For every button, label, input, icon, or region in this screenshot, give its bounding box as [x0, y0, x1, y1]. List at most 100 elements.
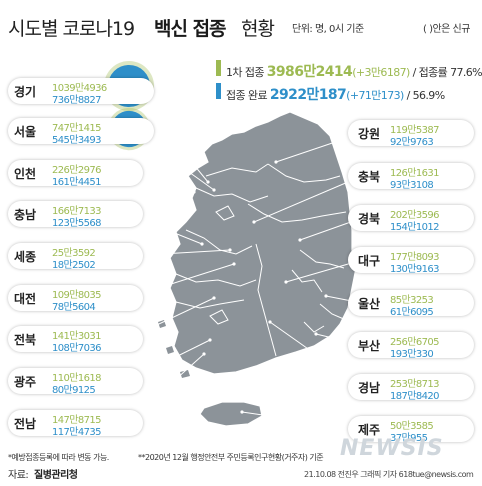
region-complete: 117만4735 — [52, 427, 102, 438]
region-first: 226만2976 — [52, 165, 102, 176]
leader-dot-경북 — [298, 238, 302, 242]
map-mainland — [169, 111, 357, 375]
leader-dot-전남 — [202, 352, 206, 356]
region-label-울산: 울산 85만3253 61만6095 — [348, 290, 474, 318]
region-name: 서울 — [14, 125, 37, 139]
region-name: 대전 — [14, 292, 37, 306]
leader-dot-울산 — [324, 294, 328, 298]
region-name: 울산 — [358, 297, 381, 311]
region-name: 대구 — [358, 254, 381, 268]
unit-note: 단위: 명, 0시 기준 — [292, 24, 364, 35]
region-first: 166만7133 — [52, 206, 102, 217]
leader-dot-부산 — [314, 332, 318, 336]
leader-dot-강원 — [274, 160, 278, 164]
leader-dot-충남 — [200, 242, 204, 246]
legend-complete-rate-sep: / — [406, 89, 411, 102]
region-complete: 37만955 — [390, 433, 428, 444]
region-name: 충남 — [14, 208, 37, 222]
region-label-충남: 충남 166만7133 123만5568 — [8, 201, 143, 229]
map-borders — [175, 163, 347, 357]
region-name: 경남 — [358, 381, 381, 395]
watermark: NEWSIS — [340, 436, 444, 461]
region-complete: 193만330 — [390, 349, 434, 360]
region-name: 제주 — [358, 423, 381, 437]
leader-dot-제주 — [240, 410, 244, 414]
region-first: 202만3596 — [390, 210, 440, 221]
region-complete: 154만1012 — [390, 222, 440, 233]
leader-line-전남 — [126, 353, 205, 424]
region-complete: 92만9763 — [390, 137, 434, 148]
region-name: 전남 — [14, 417, 37, 431]
legend-first-value: 3986만2414 — [266, 64, 353, 80]
region-complete: 18만2502 — [52, 260, 96, 271]
region-complete: 78만5604 — [52, 302, 96, 313]
region-complete: 545만3493 — [52, 135, 102, 146]
region-label-광주: 광주 110만1618 80만9125 — [8, 368, 143, 396]
region-first: 747만1415 — [52, 123, 102, 134]
region-name: 경북 — [358, 212, 381, 226]
region-first: 147만8715 — [52, 415, 102, 426]
region-name: 광주 — [14, 375, 37, 389]
region-complete: 93만3108 — [390, 180, 434, 191]
region-first: 110만1618 — [52, 373, 102, 384]
legend-first-new: (+3만6187) — [352, 66, 410, 79]
region-first: 85만3253 — [390, 295, 434, 306]
region-complete: 80만9125 — [52, 385, 96, 396]
region-name: 세종 — [14, 250, 37, 264]
region-complete: 123만5568 — [52, 218, 102, 229]
region-label-세종: 세종 25만3592 18만2502 — [8, 243, 143, 271]
leader-dot-대전 — [232, 262, 236, 266]
region-label-강원: 강원 119만5387 92만9763 — [348, 120, 474, 148]
map-jeju — [199, 401, 263, 427]
region-label-전남: 전남 147만8715 117만4735 — [8, 410, 143, 438]
legend-complete-new: (+71만173) — [346, 89, 404, 102]
legend-complete-rate: 56.9% — [412, 89, 446, 102]
region-label-부산: 부산 256만6705 193만330 — [348, 332, 474, 360]
region-name: 인천 — [14, 167, 37, 181]
footnote-1: *예방접종등록에 따라 변동 가능. — [8, 453, 109, 462]
region-name: 충북 — [358, 170, 381, 184]
leader-dot-경남 — [268, 320, 272, 324]
region-name: 부산 — [358, 339, 381, 353]
legend-first-rate-label: / 접종률 — [412, 66, 448, 79]
title-bold-text: 백신 접종 — [154, 18, 227, 40]
title-text: 시도별 코로나19 — [8, 18, 135, 40]
region-first: 253만8713 — [390, 379, 440, 390]
region-complete: 736만8827 — [52, 95, 102, 106]
region-label-서울: 서울 747만1415 545만3493 — [8, 118, 154, 146]
region-complete: 161만4451 — [52, 177, 102, 188]
region-first: 1039만4936 — [52, 83, 107, 94]
footnote-2: **2020년 12월 행정안전부 주민등록인구현황(거주자) 기준 — [138, 453, 324, 462]
legend-complete: 접종 완료 2922만187(+71만173) / 56.9% — [226, 84, 445, 104]
legend-complete-value: 2922만187 — [269, 87, 347, 103]
region-complete: 61만6095 — [390, 307, 434, 318]
region-label-대전: 대전 109만8035 78만5604 — [8, 285, 143, 313]
legend-complete-label: 접종 완료 — [226, 89, 268, 102]
legend-first: 1차 접종 3986만2414(+3만6187) / 접종률 77.6% — [226, 61, 482, 81]
region-first: 141만3031 — [52, 331, 102, 342]
region-label-전북: 전북 141만3031 108만7036 — [8, 326, 143, 354]
leader-dot-인천 — [192, 190, 196, 194]
region-first: 50만3585 — [390, 421, 434, 432]
leader-line-대전 — [126, 263, 235, 299]
leader-line-제주 — [241, 411, 363, 430]
legend-complete-swatch — [216, 83, 221, 99]
region-first: 119만5387 — [390, 125, 440, 136]
leader-dot-대구 — [284, 280, 288, 284]
source-value: 질병관리청 — [34, 470, 78, 481]
legend-first-swatch — [216, 60, 221, 76]
region-first: 177만8093 — [390, 252, 440, 263]
leader-line-강원 — [275, 132, 363, 163]
credit-line: 21.10.08 전진우 그래픽 기자 618tue@newsis.com — [304, 470, 474, 479]
region-first: 109만8035 — [52, 290, 102, 301]
region-first: 256만6705 — [390, 337, 440, 348]
leader-dot-세종 — [228, 248, 232, 252]
region-complete: 108만7036 — [52, 343, 102, 354]
region-label-인천: 인천 226만2976 161만4451 — [8, 160, 143, 188]
region-label-제주: 제주 50만3585 37만955 — [348, 416, 474, 444]
leader-dot-전북 — [212, 296, 216, 300]
leader-dot-서울 — [212, 188, 216, 192]
region-complete: 130만9163 — [390, 264, 440, 275]
region-label-경남: 경남 253만8713 187만8420 — [348, 374, 474, 402]
